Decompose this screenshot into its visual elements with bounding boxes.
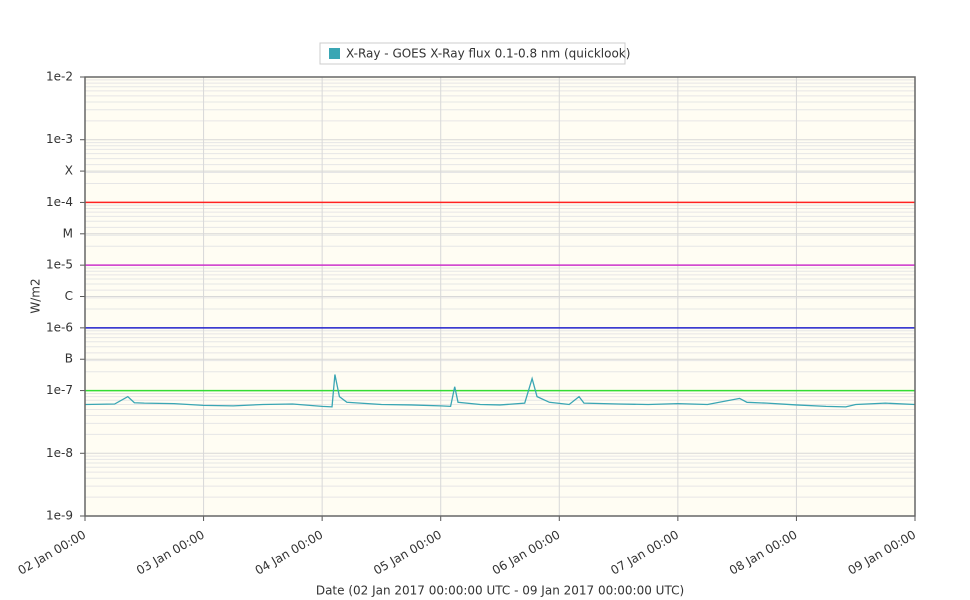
x-tick-label: 03 Jan 00:00 [134, 528, 207, 578]
y-tick-label: 1e-4 [46, 195, 73, 209]
legend: X-Ray - GOES X-Ray flux 0.1-0.8 nm (quic… [319, 42, 630, 65]
y-tick-label: 1e-6 [46, 320, 73, 334]
x-tick-label: 08 Jan 00:00 [727, 528, 800, 578]
y-tick-label: M [63, 226, 73, 240]
y-tick-label: 1e-7 [46, 383, 73, 397]
y-tick-label: C [65, 289, 73, 303]
x-tick-label: 07 Jan 00:00 [608, 528, 681, 578]
legend-box [319, 42, 626, 65]
y-tick-label: 1e-9 [46, 509, 73, 523]
x-tick-label: 06 Jan 00:00 [490, 528, 563, 578]
y-axis-title: W/m2 [29, 278, 43, 313]
y-tick-label: 1e-5 [46, 258, 73, 272]
x-tick-label: 09 Jan 00:00 [845, 528, 918, 578]
legend-label: X-Ray - GOES X-Ray flux 0.1-0.8 nm (quic… [346, 47, 630, 61]
x-tick-label: 02 Jan 00:00 [15, 528, 88, 578]
y-tick-label: 1e-8 [46, 446, 73, 460]
legend-swatch [329, 48, 340, 59]
x-tick-label: 05 Jan 00:00 [371, 528, 444, 578]
x-tick-label: 04 Jan 00:00 [253, 528, 326, 578]
series-line [84, 374, 916, 408]
y-tick-label: 1e-3 [46, 132, 73, 146]
plot-frame [84, 76, 916, 517]
y-tick-label: X [65, 164, 73, 178]
x-axis-title: Date (02 Jan 2017 00:00:00 UTC - 09 Jan … [316, 584, 684, 598]
y-tick-label: 1e-2 [46, 70, 73, 84]
y-tick-label: B [65, 352, 73, 366]
